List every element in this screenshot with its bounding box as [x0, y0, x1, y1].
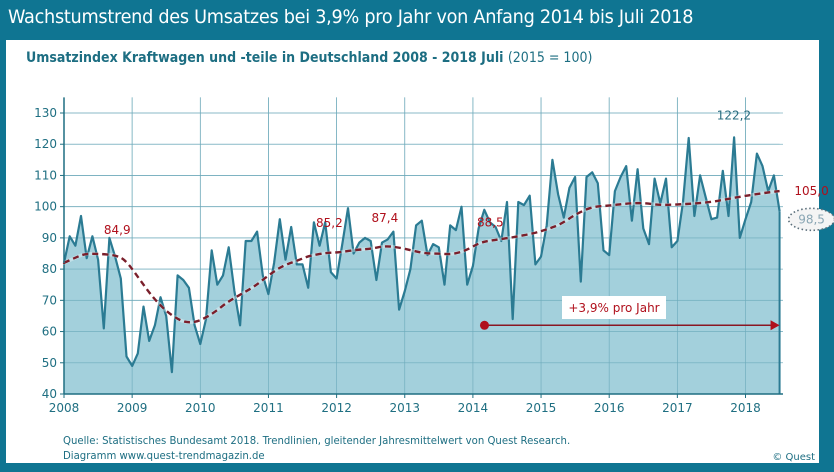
growth-label-box — [562, 296, 666, 319]
annotation-label: 85,2 — [316, 216, 343, 230]
trend-line — [62, 189, 780, 324]
y-tick-label: 80 — [42, 262, 57, 276]
subtitle-base-year: (2015 = 100) — [507, 50, 593, 66]
x-tick-label: 2009 — [117, 401, 148, 415]
y-tick-label: 60 — [42, 325, 57, 339]
growth-arrow-head — [770, 320, 780, 331]
x-tick-label: 2010 — [185, 401, 216, 415]
y-tick-label: 110 — [34, 168, 57, 182]
x-tick-label: 2011 — [253, 401, 284, 415]
annotation-label: 87,4 — [372, 211, 399, 225]
growth-label: +3,9% pro Jahr — [568, 301, 659, 315]
annotation-label: 122,2 — [717, 108, 751, 122]
y-tick-label: 40 — [42, 387, 57, 401]
x-tick-label: 2017 — [662, 401, 693, 415]
x-tick-label: 2012 — [321, 401, 352, 415]
subtitle-main: Umsatzindex Kraftwagen und -teile in Deu… — [26, 50, 504, 66]
annotation-circle — [787, 207, 834, 232]
x-tick-label: 2014 — [458, 401, 489, 415]
growth-arrow-start-dot — [479, 320, 489, 330]
y-tick-label: 120 — [34, 137, 57, 151]
y-tick-label: 50 — [42, 356, 57, 370]
chart-subtitle: Umsatzindex Kraftwagen und -teile in Deu… — [26, 50, 592, 66]
x-tick-label: 2008 — [49, 401, 80, 415]
annotation-label: 88,5 — [477, 216, 504, 230]
annotation-label: 84,9 — [104, 223, 131, 237]
annotation-label: 105,0 — [794, 184, 828, 198]
x-tick-label: 2013 — [389, 401, 420, 415]
series-area — [64, 137, 780, 394]
x-tick-label: 2018 — [730, 401, 761, 415]
x-tick-label: 2015 — [526, 401, 557, 415]
x-tick-label: 2016 — [594, 401, 625, 415]
chart-title: Wachstumstrend des Umsatzes bei 3,9% pro… — [8, 6, 694, 28]
source-line-2: Diagramm www.quest-trendmagazin.de — [63, 449, 265, 462]
source-line-1: Quelle: Statistisches Bundesamt 2018. Tr… — [63, 434, 571, 447]
source-note: Quelle: Statistisches Bundesamt 2018. Tr… — [63, 433, 570, 463]
y-tick-label: 70 — [42, 293, 57, 307]
y-tick-label: 130 — [34, 106, 57, 120]
copyright: © Quest — [772, 452, 815, 463]
y-tick-label: 90 — [42, 231, 57, 245]
y-tick-label: 100 — [34, 200, 57, 214]
series-line-monthly — [62, 136, 781, 374]
annotation-label: 98,5 — [798, 212, 825, 226]
